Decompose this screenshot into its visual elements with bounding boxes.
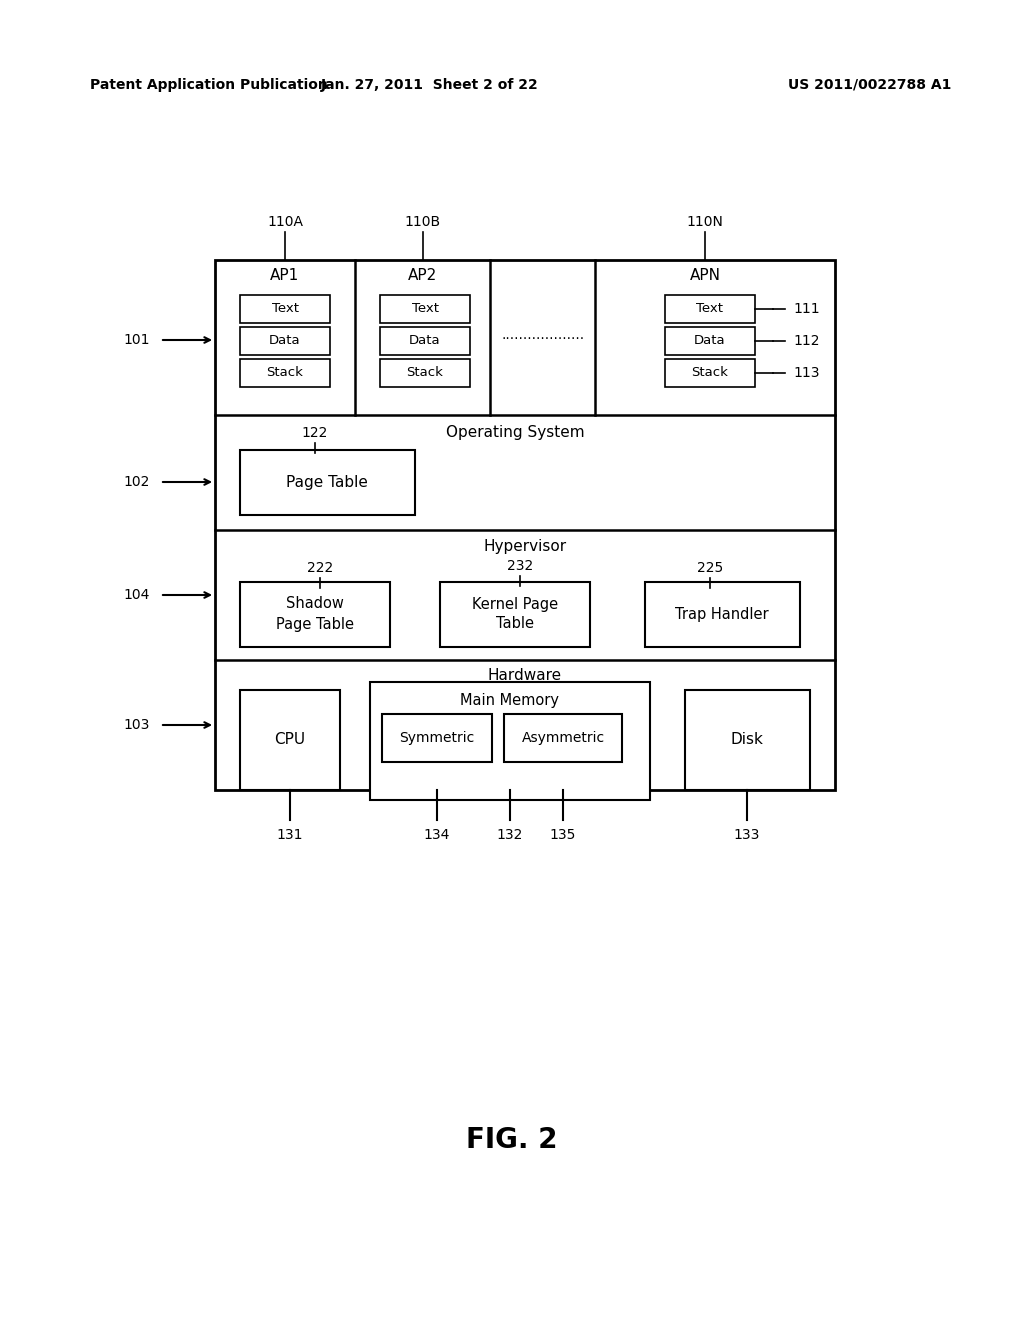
Bar [380, 294, 470, 323]
Text: Operating System: Operating System [445, 425, 585, 441]
Text: 104: 104 [124, 587, 150, 602]
Bar [240, 327, 330, 355]
Text: US 2011/0022788 A1: US 2011/0022788 A1 [788, 78, 951, 92]
Text: 110N: 110N [686, 215, 723, 228]
Text: Table: Table [496, 616, 534, 631]
Text: FIG. 2: FIG. 2 [466, 1126, 558, 1154]
Text: Text: Text [271, 302, 299, 315]
Text: AP2: AP2 [409, 268, 437, 284]
Bar [685, 690, 810, 789]
Bar [665, 359, 755, 387]
Text: Disk: Disk [730, 733, 764, 747]
Text: Symmetric: Symmetric [399, 731, 475, 744]
Text: Jan. 27, 2011  Sheet 2 of 22: Jan. 27, 2011 Sheet 2 of 22 [322, 78, 539, 92]
Bar [380, 327, 470, 355]
Text: Text: Text [412, 302, 438, 315]
Text: 134: 134 [424, 828, 451, 842]
Text: 113: 113 [793, 366, 819, 380]
Text: Patent Application Publication: Patent Application Publication [90, 78, 328, 92]
Text: Data: Data [410, 334, 440, 347]
Text: Stack: Stack [407, 367, 443, 380]
Bar [665, 327, 755, 355]
Text: ...................: ................... [502, 327, 585, 342]
Bar [665, 294, 755, 323]
Bar [440, 582, 590, 647]
Text: 103: 103 [124, 718, 150, 733]
Text: Data: Data [694, 334, 726, 347]
Bar [370, 682, 650, 800]
Text: Text: Text [696, 302, 724, 315]
Bar [215, 260, 835, 789]
Text: 122: 122 [302, 426, 328, 440]
Text: 232: 232 [507, 558, 534, 573]
Text: 110A: 110A [267, 215, 303, 228]
Text: AP1: AP1 [270, 268, 300, 284]
Text: 133: 133 [734, 828, 760, 842]
Text: Trap Handler: Trap Handler [675, 606, 769, 622]
Bar [240, 294, 330, 323]
Text: Hypervisor: Hypervisor [483, 539, 566, 553]
Bar [240, 582, 390, 647]
Text: Main Memory: Main Memory [461, 693, 559, 708]
Text: 111: 111 [793, 302, 819, 315]
Text: 110B: 110B [404, 215, 441, 228]
Text: Kernel Page: Kernel Page [472, 597, 558, 611]
Text: Page Table: Page Table [276, 616, 354, 631]
Bar [504, 714, 622, 762]
Text: 112: 112 [793, 334, 819, 348]
Text: Stack: Stack [266, 367, 303, 380]
Bar [645, 582, 800, 647]
Text: Hardware: Hardware [488, 668, 562, 684]
Bar [240, 359, 330, 387]
Text: APN: APN [689, 268, 721, 284]
Bar [240, 690, 340, 789]
Bar [240, 450, 415, 515]
Bar [380, 359, 470, 387]
Text: 132: 132 [497, 828, 523, 842]
Text: Asymmetric: Asymmetric [521, 731, 604, 744]
Text: Stack: Stack [691, 367, 728, 380]
Text: Data: Data [269, 334, 301, 347]
Text: CPU: CPU [274, 733, 305, 747]
Text: Shadow: Shadow [286, 597, 344, 611]
Text: 102: 102 [124, 475, 150, 488]
Text: 225: 225 [697, 561, 723, 576]
Bar [382, 714, 492, 762]
Text: Page Table: Page Table [286, 474, 368, 490]
Text: 101: 101 [124, 333, 150, 347]
Text: 135: 135 [550, 828, 577, 842]
Text: 131: 131 [276, 828, 303, 842]
Text: 222: 222 [307, 561, 333, 576]
